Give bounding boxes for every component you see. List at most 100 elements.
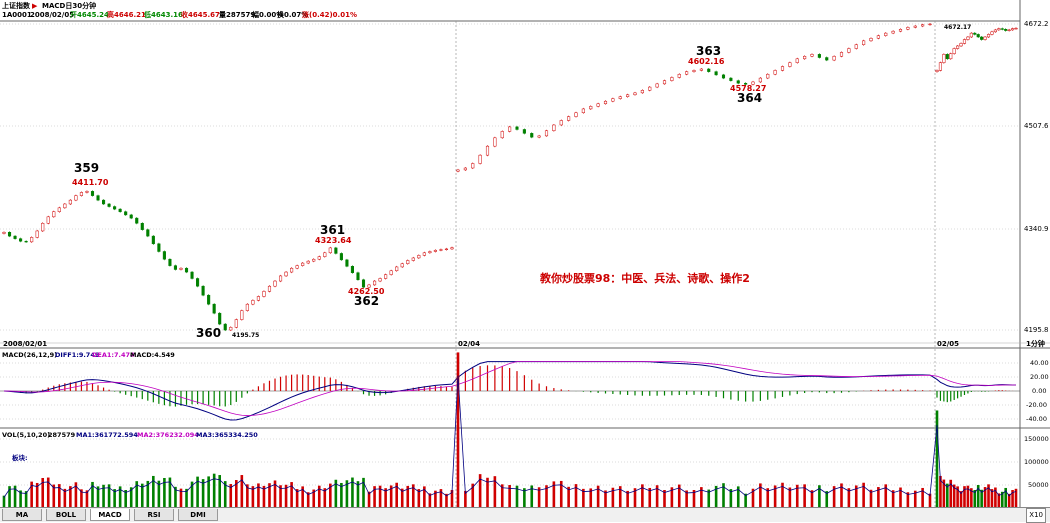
vol-ma2: MA2:376232.094: [137, 431, 199, 439]
candle-body: [267, 285, 272, 292]
tab-dmi[interactable]: DMI: [178, 509, 218, 521]
volume-bar: [201, 479, 205, 507]
date-label: 2008/02/01: [3, 340, 47, 348]
candle-body: [328, 247, 332, 254]
candlestick-series: [2, 22, 1018, 332]
volume-bar: [41, 477, 45, 507]
candle-body: [13, 235, 17, 239]
volume-bar: [196, 476, 199, 507]
volume-bar: [190, 481, 194, 507]
volume-bar: [523, 488, 526, 507]
volume-bar: [52, 484, 56, 507]
high: 高4646.21: [107, 10, 146, 19]
tab-macd[interactable]: MACD: [90, 509, 130, 521]
candle-body: [803, 55, 807, 60]
macd-diff: DIFF1:9.749: [55, 351, 100, 359]
volume-bar: [582, 488, 585, 507]
volume-bar: [899, 487, 902, 507]
volume-bar: [891, 490, 895, 507]
volume-bar: [268, 483, 271, 507]
volume-bar: [788, 487, 792, 507]
volume-bar: [417, 489, 421, 507]
index-name: 上证指数: [2, 1, 31, 10]
volume-bar: [450, 490, 454, 507]
volume-bar: [317, 485, 321, 507]
candle-body: [433, 249, 437, 252]
candle-body: [135, 217, 139, 224]
volume-bar: [367, 491, 371, 507]
volume-bar: [478, 474, 482, 507]
candle-body: [952, 48, 956, 54]
volume-bar: [781, 482, 784, 507]
change-pct: 幅0.00%: [252, 10, 283, 19]
volume-bar: [618, 486, 622, 507]
candle-body: [986, 34, 991, 38]
candle-body: [729, 77, 733, 81]
volume-bar: [935, 410, 939, 507]
volume-bar: [677, 484, 681, 507]
volume-bar: [2, 495, 6, 507]
candle-body: [46, 216, 50, 224]
candle-body: [439, 249, 443, 251]
volume-bar: [559, 480, 563, 507]
candle-body: [1004, 29, 1008, 31]
candle-body: [207, 294, 211, 305]
candle-body: [102, 199, 106, 205]
candle-body: [234, 319, 238, 328]
candle-body: [107, 203, 111, 207]
candle-body: [721, 74, 726, 79]
volume-bar: [537, 487, 541, 507]
candle-body: [85, 191, 89, 193]
volume-bar: [345, 480, 349, 507]
volume-bar: [113, 489, 116, 507]
volume-bar: [956, 486, 959, 507]
volume-bar: [406, 485, 410, 507]
volume-bar: [990, 489, 994, 507]
tab-ma[interactable]: MA: [2, 509, 42, 521]
volume-bar: [46, 477, 50, 507]
candle-body: [714, 71, 718, 76]
candle-body: [456, 169, 460, 172]
candle-body: [552, 124, 556, 132]
tab-boll[interactable]: BOLL: [46, 509, 86, 521]
macd-value: MACD:4.549: [130, 351, 175, 359]
volume-bar: [251, 486, 255, 507]
volume-bar: [118, 486, 122, 507]
candle-body: [400, 263, 404, 268]
candle-body: [378, 278, 382, 282]
pivot-label-361: 361: [320, 223, 345, 237]
candle-body: [736, 80, 740, 84]
price-axis-label: 4672.2: [1024, 20, 1049, 28]
volume-bar: [714, 485, 718, 507]
indicator-tab-bar: MA BOLL MACD RSI DMI X10: [0, 507, 1050, 523]
volume-bar: [994, 487, 997, 507]
candle-body: [640, 90, 644, 94]
volume-bar: [329, 483, 332, 507]
candle-body: [603, 100, 608, 105]
open: 开4645.24: [70, 11, 109, 19]
candle-body: [162, 251, 166, 260]
candle-body: [463, 167, 467, 171]
volume-bars: [2, 352, 1018, 507]
macd-axis-label: 0.00: [1032, 387, 1046, 395]
candle-body: [406, 260, 410, 264]
candle-body: [140, 222, 144, 230]
volume-bar: [411, 484, 415, 507]
candle-body: [90, 191, 95, 196]
pivot-value-361: 4323.64: [315, 236, 352, 245]
volume-bar: [163, 477, 166, 507]
volume-bar: [921, 487, 924, 507]
candle-body: [57, 207, 61, 212]
volume-bar: [633, 488, 637, 507]
volume-bar: [13, 485, 17, 507]
tab-rsi[interactable]: RSI: [134, 509, 174, 521]
volume-bar: [428, 493, 432, 507]
arrow-icon: ▶: [32, 2, 38, 10]
date-label: 02/05: [937, 340, 959, 348]
candle-body: [969, 32, 973, 38]
candle-body: [508, 126, 512, 132]
macd-axis-label: 40.00: [1030, 359, 1049, 367]
macd-axis-label: -40.00: [1026, 415, 1047, 423]
candle-body: [478, 154, 482, 164]
volume-bar: [1000, 491, 1004, 507]
